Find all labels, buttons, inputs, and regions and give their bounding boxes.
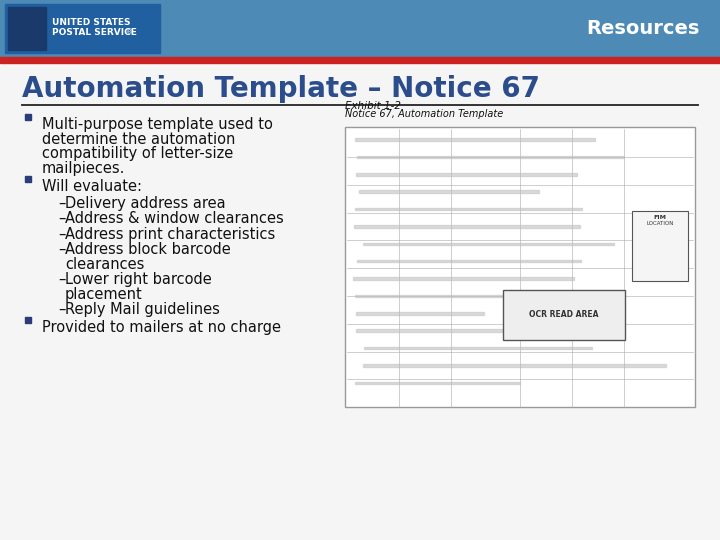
Text: determine the automation: determine the automation [42, 132, 235, 147]
Bar [632, 211, 688, 281]
Text: Address block barcode: Address block barcode [65, 242, 230, 257]
Bar [363, 329, 611, 332]
Text: –: – [58, 302, 66, 317]
Bar [355, 156, 580, 158]
Bar [362, 295, 572, 297]
Text: mailpieces.: mailpieces. [42, 161, 125, 176]
Text: clearances: clearances [65, 256, 145, 272]
Bar [356, 347, 534, 349]
Text: Exhibit 1-2: Exhibit 1-2 [345, 101, 401, 111]
Bar [359, 208, 581, 211]
Bar [359, 382, 583, 384]
Text: Resources: Resources [587, 19, 700, 38]
Text: –: – [58, 211, 66, 226]
Bar [360, 364, 662, 367]
Text: –: – [58, 227, 66, 242]
Bar [358, 312, 575, 315]
Text: OCR READ AREA: OCR READ AREA [529, 310, 598, 319]
Bar [0, 57, 720, 540]
Text: placement: placement [65, 287, 143, 302]
Bar [362, 173, 660, 176]
Text: FIM: FIM [654, 215, 667, 220]
Text: LOCATION: LOCATION [647, 221, 674, 226]
Text: Lower right barcode: Lower right barcode [65, 272, 212, 287]
Bar [362, 278, 577, 280]
Bar [5, 4, 160, 53]
Bar [353, 260, 608, 262]
Bar [353, 191, 642, 193]
Text: –: – [58, 272, 66, 287]
Text: Notice 67, Automation Template: Notice 67, Automation Template [345, 109, 503, 119]
Text: Multi-purpose template used to: Multi-purpose template used to [42, 117, 273, 132]
Text: compatibility of letter-size: compatibility of letter-size [42, 146, 233, 161]
Bar [503, 289, 625, 340]
Text: –: – [58, 195, 66, 211]
Bar [351, 225, 630, 228]
Bar [0, 57, 720, 63]
Bar [0, 0, 720, 57]
Text: Provided to mailers at no charge: Provided to mailers at no charge [42, 320, 281, 335]
Text: ®: ® [126, 29, 133, 35]
Text: Will evaluate:: Will evaluate: [42, 179, 142, 194]
Text: POSTAL SERVICE: POSTAL SERVICE [52, 28, 137, 37]
Bar [364, 242, 662, 245]
Text: Address print characteristics: Address print characteristics [65, 227, 275, 242]
Text: –: – [58, 242, 66, 257]
FancyBboxPatch shape [345, 127, 695, 407]
Text: Reply Mail guidelines: Reply Mail guidelines [65, 302, 220, 317]
Text: Address & window clearances: Address & window clearances [65, 211, 284, 226]
Text: Automation Template – Notice 67: Automation Template – Notice 67 [22, 75, 540, 103]
Bar [8, 7, 46, 50]
Bar [361, 138, 584, 141]
Text: UNITED STATES: UNITED STATES [52, 18, 130, 27]
Text: Delivery address area: Delivery address area [65, 195, 225, 211]
